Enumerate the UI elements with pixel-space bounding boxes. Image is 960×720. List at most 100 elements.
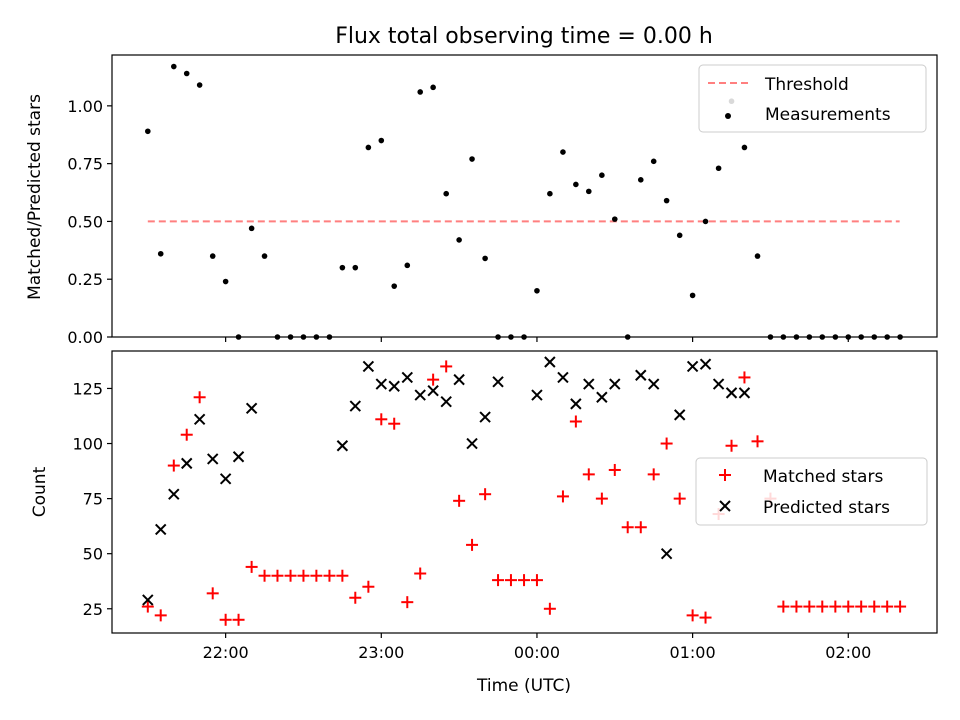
- measurement-point: [611, 216, 618, 222]
- matched-stars-point: [777, 600, 790, 613]
- matched-stars-point: [751, 435, 764, 448]
- measurement-point: [585, 188, 592, 195]
- matched-stars-point: [569, 415, 582, 428]
- predicted-stars-point: [583, 378, 595, 390]
- measurement-point: [715, 165, 722, 172]
- measurement-point: [482, 255, 488, 262]
- measurement-point: [469, 156, 475, 162]
- matched-stars-point: [595, 492, 608, 505]
- measurement-point: [456, 237, 462, 243]
- predicted-stars-point: [401, 371, 413, 384]
- measurement-point: [430, 84, 436, 91]
- matched-stars-point: [466, 538, 479, 551]
- predicted-stars-point: [660, 547, 673, 560]
- x-tick-label: 23:00: [358, 643, 404, 662]
- matched-stars-point: [453, 494, 466, 507]
- measurement-point: [417, 89, 424, 95]
- bottom-panel-legend: Matched stars Predicted stars: [695, 457, 928, 526]
- matched-stars-point: [323, 569, 336, 582]
- predicted-stars-point: [531, 389, 543, 401]
- matched-stars-point: [881, 600, 894, 613]
- matched-stars-point: [492, 574, 505, 587]
- predicted-stars-point: [596, 391, 608, 403]
- bottom-panel: 25 50 75 100 125 22:00 23:00 00:00 01:00 02:00 Co…: [30, 350, 938, 696]
- measurement-point: [183, 70, 190, 77]
- predicted-stars-point: [142, 594, 154, 606]
- matched-stars-point: [206, 587, 219, 600]
- matched-stars-point: [530, 574, 543, 587]
- predicted-stars-point: [609, 378, 621, 390]
- measurement-point: [599, 172, 605, 178]
- matched-stars-point: [440, 360, 453, 373]
- top-panel-ylabel: Matched/Predicted stars: [25, 94, 45, 300]
- predicted-stars-point: [712, 378, 725, 390]
- predicted-stars-point: [544, 356, 556, 368]
- chart-title: Flux total observing time = 0.00 h: [335, 24, 713, 49]
- predicted-stars-point: [647, 378, 660, 390]
- measurement-point: [378, 137, 385, 144]
- bottom-panel-ylabel: Count: [30, 466, 50, 517]
- predicted-stars-point: [181, 457, 193, 470]
- predicted-stars-point: [557, 371, 569, 384]
- matched-stars-point: [725, 439, 738, 452]
- matched-stars-point: [582, 468, 595, 481]
- matched-stars-point: [803, 600, 816, 613]
- matched-stars-point: [232, 613, 245, 626]
- y-tick-label: 125: [72, 379, 103, 398]
- matched-stars-point: [518, 574, 531, 587]
- matched-stars-point: [868, 600, 881, 613]
- predicted-stars-point: [232, 451, 245, 463]
- matched-stars-point: [284, 569, 297, 582]
- y-tick-label: 100: [72, 435, 103, 454]
- matched-stars-point: [414, 567, 427, 580]
- measurement-point: [365, 144, 372, 151]
- matched-stars-point: [427, 373, 440, 386]
- matched-stars-point: [336, 569, 349, 582]
- measurement-point: [404, 262, 411, 269]
- predicted-stars-point: [375, 378, 387, 390]
- measurement-point: [145, 128, 151, 135]
- bottom-panel-axes: 25 50 75 100 125 22:00 23:00 00:00 01:00 02:00: [72, 379, 871, 662]
- legend-matched-label: Matched stars: [763, 467, 883, 487]
- predicted-stars-point: [414, 389, 426, 401]
- top-panel-frame: [111, 54, 938, 338]
- matched-stars-point: [180, 428, 193, 441]
- matched-stars-point: [271, 569, 284, 582]
- predicted-stars-point: [479, 411, 491, 423]
- measurement-point: [534, 287, 540, 294]
- predicted-stars-point: [362, 360, 375, 373]
- x-tick-label: 01:00: [670, 643, 716, 662]
- measurement-point: [261, 253, 268, 259]
- legend-threshold-label: Threshold: [764, 75, 849, 95]
- matched-stars-point: [219, 613, 232, 626]
- matched-stars-point: [855, 600, 868, 613]
- predicted-stars-point: [570, 398, 582, 410]
- matched-stars-point: [738, 371, 751, 384]
- matched-stars-point: [829, 600, 842, 613]
- x-tick-label: 02:00: [825, 643, 871, 662]
- measurement-point: [702, 218, 709, 225]
- x-tick-label: 22:00: [203, 643, 249, 662]
- measurement-point: [248, 225, 255, 232]
- predicted-stars-point: [466, 437, 478, 450]
- matched-stars-point: [608, 463, 621, 476]
- measurement-point: [222, 278, 229, 285]
- matched-stars-point: [479, 488, 492, 501]
- measurement-point: [573, 181, 579, 188]
- measurement-point: [352, 264, 359, 271]
- matched-stars-point: [401, 596, 414, 609]
- predicted-stars-point: [168, 488, 180, 500]
- matched-stars-point: [310, 569, 323, 582]
- measurement-point: [339, 264, 346, 271]
- matched-stars-point: [673, 492, 686, 505]
- y-tick-label: 0.75: [67, 155, 103, 174]
- y-tick-label: 1.00: [67, 97, 103, 116]
- predicted-stars-point: [699, 358, 712, 370]
- top-panel-legend: Threshold Measurements: [698, 64, 927, 133]
- predicted-stars-point: [440, 395, 452, 408]
- bottom-panel-frame: [111, 350, 938, 634]
- matched-stars-point: [167, 459, 180, 472]
- legend-measurements-swatch: [725, 113, 731, 119]
- bottom-legend-frame: [695, 457, 928, 526]
